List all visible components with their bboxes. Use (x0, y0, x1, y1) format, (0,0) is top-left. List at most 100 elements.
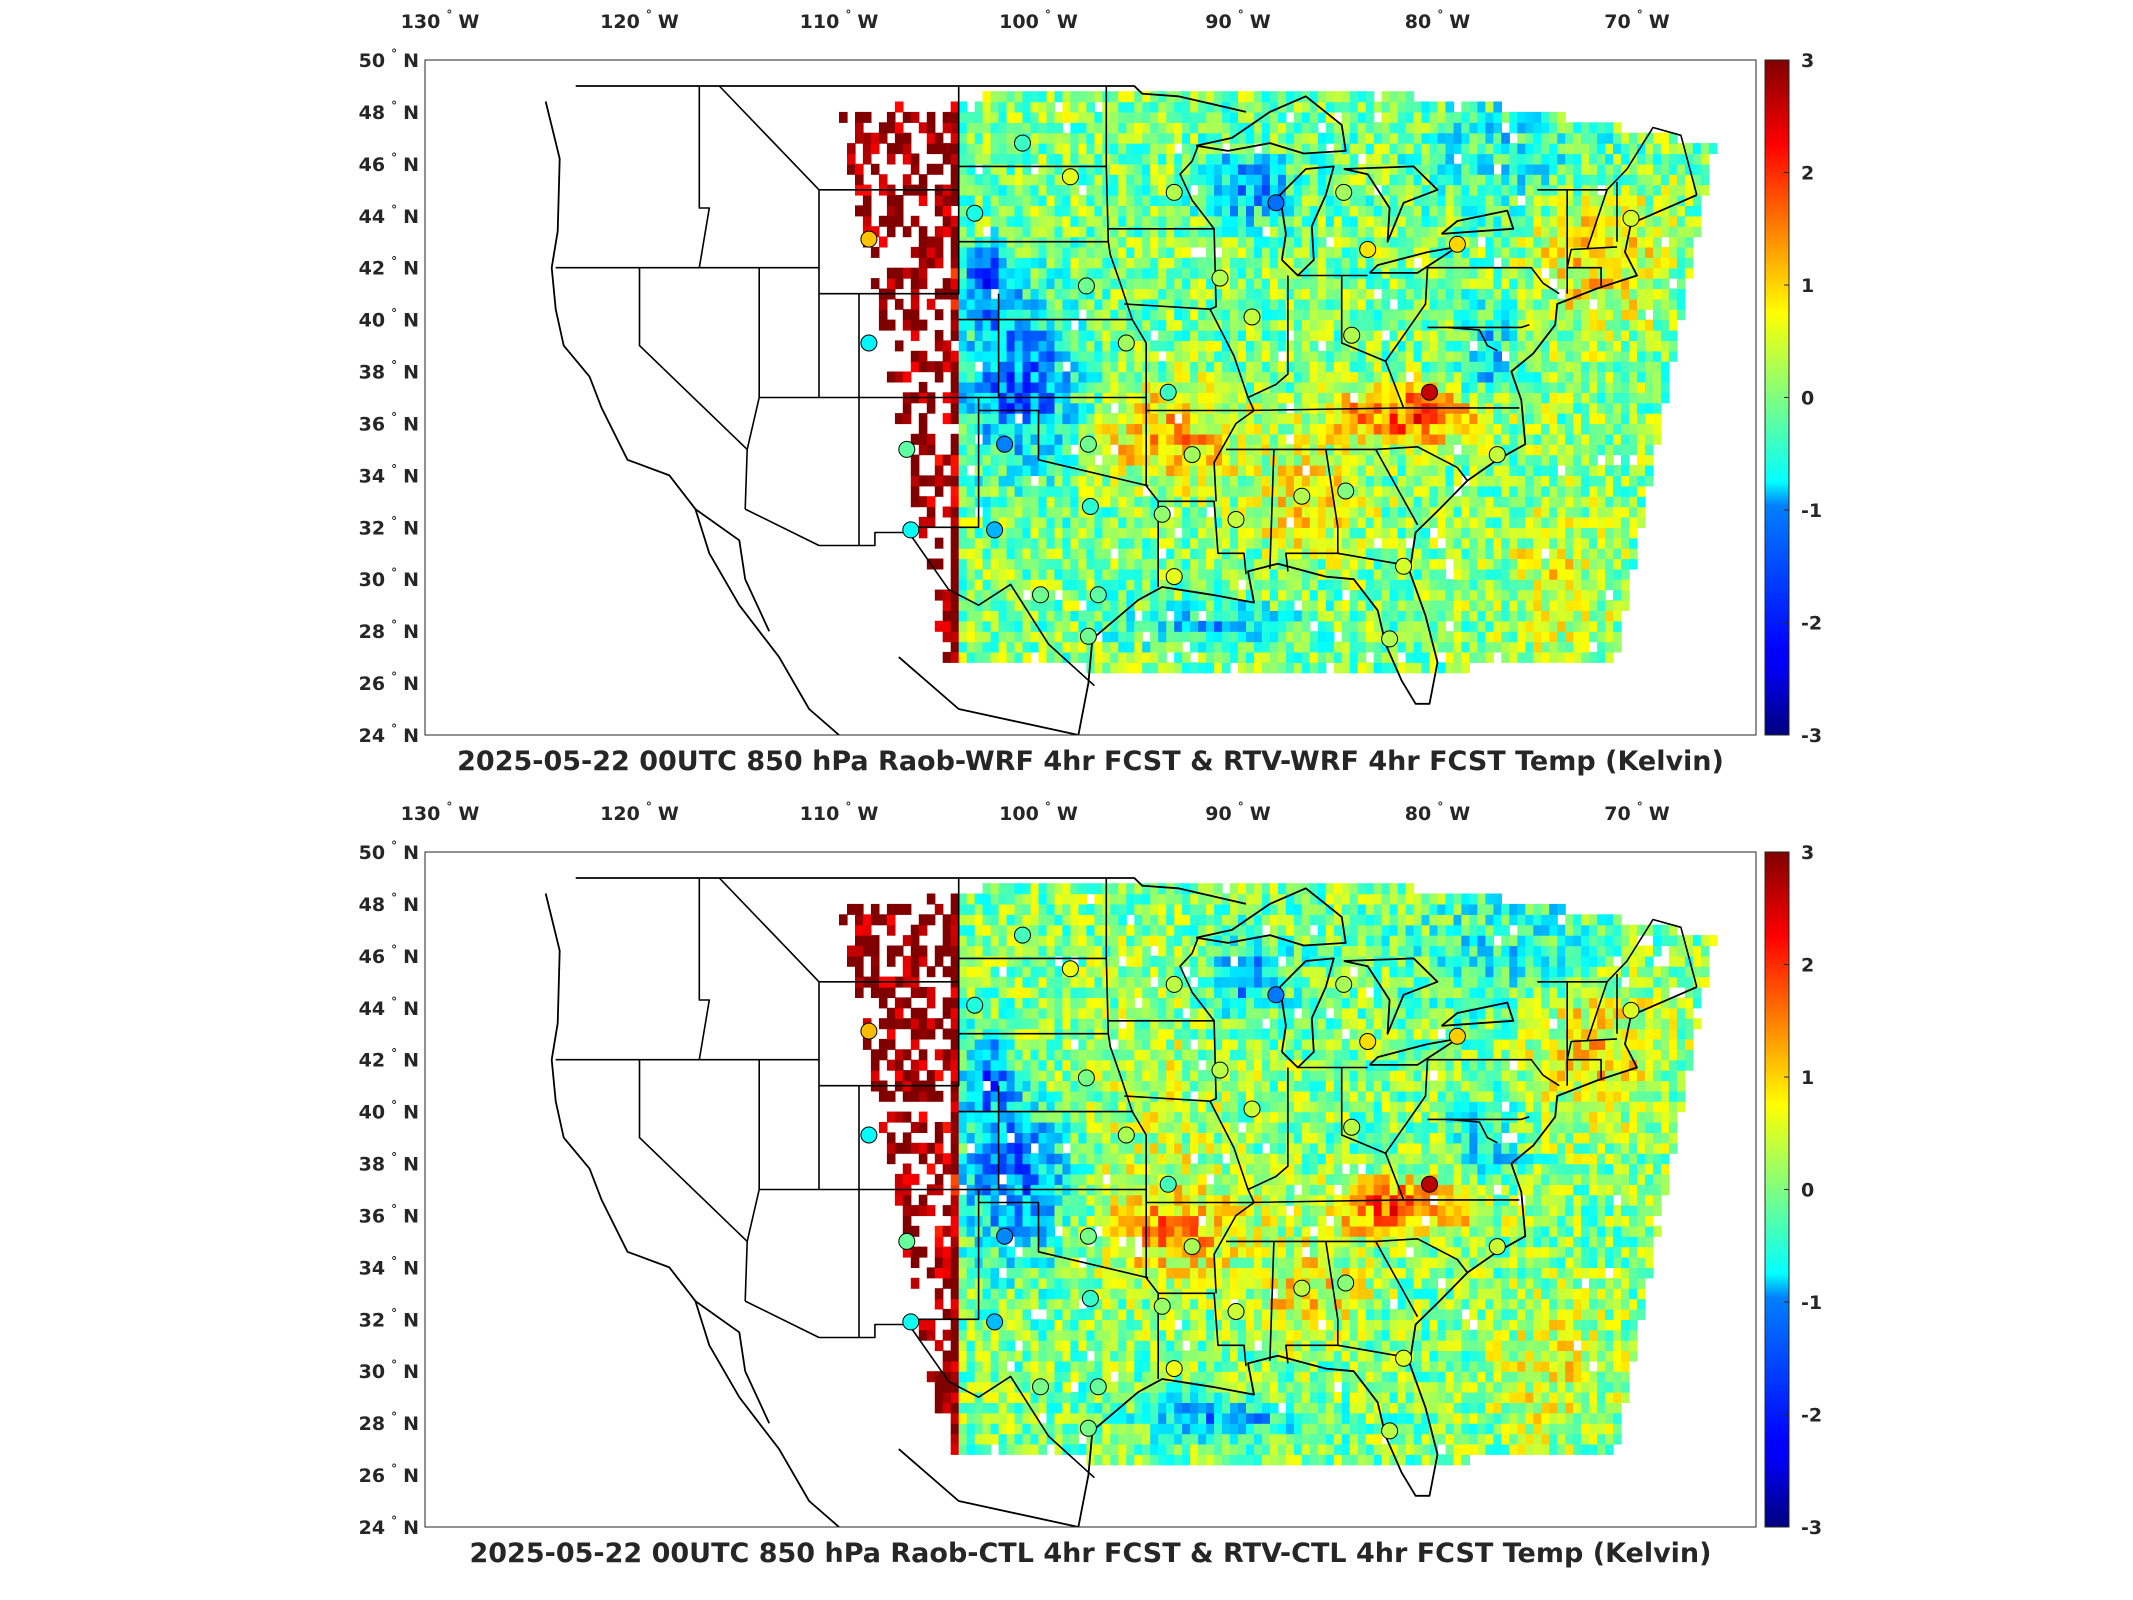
raob-station-marker (860, 1022, 878, 1040)
lon-tick-label: 100 ° W (999, 8, 1078, 33)
lon-tick-label: 120 ° W (600, 8, 679, 33)
raob-station-marker (1267, 194, 1285, 212)
raob-station-marker (1421, 383, 1438, 401)
colorbar-tick-label: 1 (1801, 275, 1814, 297)
raob-station-marker (1293, 1279, 1311, 1297)
raob-station-marker (1079, 1227, 1097, 1245)
colorbar-tick-label: 2 (1801, 163, 1814, 185)
raob-station-marker (1395, 1349, 1413, 1367)
lake-ontario-outline (1440, 1001, 1515, 1027)
raob-station-marker (1267, 986, 1285, 1004)
lat-tick-label: 32 ° N (359, 1306, 419, 1331)
raob-station-marker (1153, 505, 1171, 523)
lat-tick-label: 50 ° N (359, 47, 419, 72)
raob-station-marker (1081, 1290, 1099, 1307)
lake-huron-outline (1343, 165, 1439, 243)
state-border-line (744, 267, 760, 510)
colorbar-tick-label: -3 (1801, 1517, 1822, 1539)
state-border-line (1226, 446, 1469, 482)
lon-tick-label: 80 ° W (1405, 800, 1470, 825)
raob-station-marker (966, 996, 984, 1014)
lat-tick-label: 46 ° N (359, 943, 419, 968)
state-border-line (1247, 275, 1289, 399)
raob-station-marker (1622, 209, 1640, 227)
state-border-line (638, 1059, 748, 1242)
state-border-line (1447, 1118, 1498, 1144)
map-content (544, 85, 1718, 735)
raob-station-marker (1293, 487, 1311, 505)
raob-station-marker (1227, 511, 1245, 528)
raob-station-marker (1488, 1238, 1506, 1256)
lat-tick-label: 40 ° N (359, 307, 419, 332)
state-border-line (978, 409, 1149, 487)
map-panel-2: 130 ° W 120 ° W 110 ° W 100 ° W 90 ° W 80 ° W 70 ° W 50 ° N 48 ° N… (359, 800, 1822, 1569)
lake-ontario-outline (1440, 209, 1515, 235)
raob-station-marker (1343, 326, 1361, 344)
lon-tick-label: 130 ° W (401, 800, 480, 825)
raob-station-marker (986, 521, 1004, 539)
colorbar: 3 2 1 0 -1 -2 -3 (1764, 842, 1822, 1539)
lat-tick-label: 42 ° N (359, 1047, 419, 1072)
colorbar-tick-label: 0 (1801, 388, 1814, 410)
west-coast-line (544, 101, 771, 632)
raob-station-marker (1032, 1378, 1049, 1396)
state-border-line (1566, 246, 1618, 286)
lake-erie-outline (1369, 246, 1459, 274)
state-border-line (1375, 449, 1419, 526)
lat-tick-label: 26 ° N (359, 670, 419, 695)
state-border-line (555, 189, 959, 269)
lat-tick-label: 34 ° N (359, 1254, 419, 1279)
raob-station-marker (1077, 277, 1095, 295)
raob-station-marker (1622, 1001, 1640, 1019)
raob-station-marker (1081, 498, 1099, 515)
state-border-line (1586, 981, 1608, 1042)
lat-tick-label: 34 ° N (359, 462, 419, 487)
state-border-line (744, 1300, 1095, 1479)
raob-station-marker (898, 1232, 916, 1250)
lat-tick-label: 26 ° N (359, 1462, 419, 1487)
raob-station-marker (898, 440, 916, 458)
raob-station-marker (1335, 975, 1353, 993)
raob-station-marker (966, 204, 984, 222)
map-axes-frame (424, 851, 1757, 1528)
lat-tick-label: 24 ° N (359, 722, 419, 747)
state-border-line (555, 981, 959, 1061)
raob-station-marker (1077, 1069, 1095, 1087)
lat-tick-label: 28 ° N (359, 1410, 419, 1435)
lake-superior-outline (1195, 887, 1347, 947)
raob-station-marker (1079, 435, 1097, 453)
raob-station-marker (1337, 1274, 1355, 1292)
gulf-atlantic-coast-line (898, 986, 1698, 1527)
map-content (544, 877, 1718, 1527)
state-border-line (1375, 1241, 1419, 1318)
lon-tick-label: 70 ° W (1604, 800, 1669, 825)
geography-lines (544, 85, 1698, 735)
state-border-line (1566, 1038, 1618, 1078)
state-border-line (1146, 1199, 1520, 1204)
state-border-line (818, 878, 960, 1087)
state-border-line (1427, 1116, 1530, 1121)
raob-station-marker (1395, 557, 1413, 575)
raob-station-marker (1337, 482, 1355, 500)
raob-station-marker (1211, 1061, 1229, 1079)
raob-station-marker (1165, 975, 1183, 993)
colorbar-tick-label: 3 (1801, 50, 1814, 72)
state-border-line (1108, 937, 1215, 1022)
raob-station-marker (1448, 235, 1466, 253)
lake-huron-outline (1343, 957, 1439, 1035)
lon-tick-label: 70 ° W (1604, 8, 1669, 33)
raob-station-marker (996, 435, 1014, 453)
raob-station-marker (1159, 1175, 1177, 1193)
state-border-line (744, 508, 1095, 687)
lat-tick-label: 48 ° N (359, 99, 419, 124)
colorbar-tick-label: -3 (1801, 725, 1822, 747)
raob-station-marker (1079, 627, 1097, 645)
state-border-line (1537, 126, 1698, 196)
temperature-difference-field (839, 883, 1718, 1466)
lat-tick-label: 40 ° N (359, 1099, 419, 1124)
state-border-line (1105, 86, 1159, 587)
raob-station-marker (1165, 568, 1183, 586)
lake-superior-outline (1195, 95, 1347, 155)
raob-station-marker (1211, 269, 1229, 287)
